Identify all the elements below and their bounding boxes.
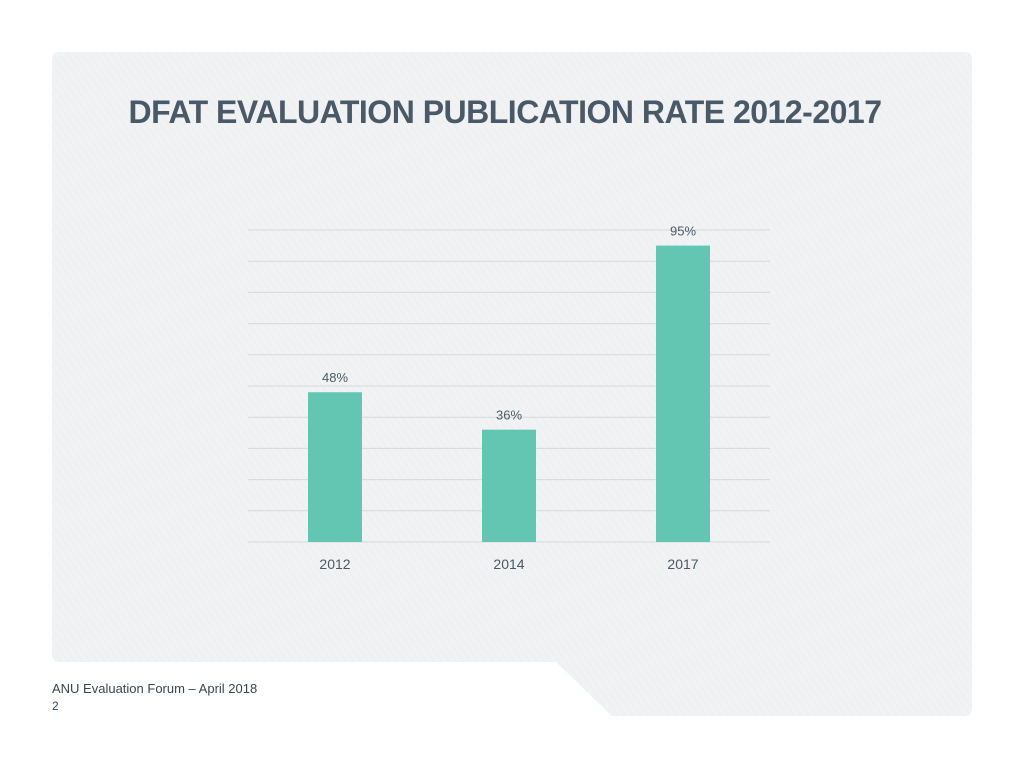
data-label-2012: 48% — [322, 370, 348, 385]
bar-2014 — [482, 429, 536, 542]
page-number: 2 — [52, 699, 59, 713]
x-axis-ticks: 2012 2014 2017 — [319, 556, 698, 572]
slide-title: DFAT EVALUATION PUBLICATION RATE 2012-20… — [128, 94, 882, 130]
footer-text: ANU Evaluation Forum – April 2018 — [52, 681, 258, 696]
data-labels: 48% 36% 95% — [322, 224, 696, 423]
bars — [308, 245, 710, 542]
data-label-2017: 95% — [670, 224, 696, 239]
bar-2017 — [656, 245, 710, 542]
bar-2012 — [308, 392, 362, 542]
x-tick-label-2012: 2012 — [319, 556, 350, 572]
x-tick-label-2014: 2014 — [493, 556, 524, 572]
data-label-2014: 36% — [496, 408, 522, 423]
x-tick-label-2017: 2017 — [667, 556, 698, 572]
